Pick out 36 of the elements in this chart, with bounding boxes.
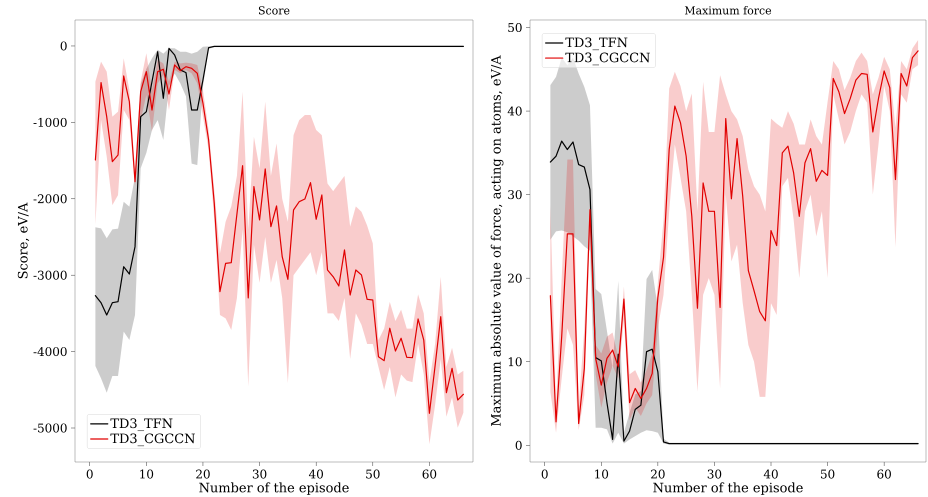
- legend-label: TD3_CGCCN: [565, 52, 650, 66]
- y-axis-title: Maximum absolute value of force, acting on atoms, eV/A: [490, 55, 504, 426]
- x-tick-label: 10: [140, 470, 154, 479]
- x-tick-label: 20: [196, 470, 210, 479]
- x-tick-label: 20: [651, 470, 665, 479]
- x-tick-label: 60: [422, 470, 436, 479]
- x-tick-label: 30: [252, 470, 266, 479]
- x-tick-label: 50: [366, 470, 380, 479]
- x-tick-label: 0: [86, 470, 93, 479]
- legend-label: TD3_TFN: [565, 37, 628, 50]
- x-axis-title: Number of the episode: [199, 482, 349, 495]
- legend-label: TD3_TFN: [110, 418, 172, 432]
- y-tick-label: -2000: [34, 194, 67, 204]
- y-tick-label: 30: [508, 190, 522, 200]
- chart-title: Maximum force: [684, 6, 772, 14]
- y-tick-label: -5000: [34, 423, 67, 433]
- x-axis-title: Number of the episode: [653, 482, 803, 495]
- y-tick-label: 10: [508, 357, 522, 366]
- y-axis-title: Score, eV/A: [18, 202, 30, 278]
- x-tick-label: 50: [820, 470, 834, 479]
- x-tick-label: 30: [708, 470, 722, 479]
- y-tick-label: 0: [516, 440, 522, 450]
- y-tick-label: 20: [508, 274, 522, 283]
- x-tick-label: 40: [764, 470, 778, 479]
- chart-title: Score: [258, 6, 290, 14]
- y-tick-label: 0: [60, 41, 67, 50]
- legend-label: TD3_CGCCN: [110, 433, 195, 446]
- y-tick-label: 50: [508, 22, 522, 32]
- y-tick-label: 40: [508, 106, 522, 116]
- x-tick-label: 40: [308, 470, 323, 479]
- y-tick-label: -3000: [34, 270, 67, 280]
- y-tick-label: -1000: [34, 118, 67, 127]
- y-tick-label: -4000: [34, 347, 67, 356]
- x-tick-label: 60: [877, 470, 891, 479]
- x-tick-label: 10: [595, 470, 608, 479]
- x-tick-label: 0: [542, 470, 548, 479]
